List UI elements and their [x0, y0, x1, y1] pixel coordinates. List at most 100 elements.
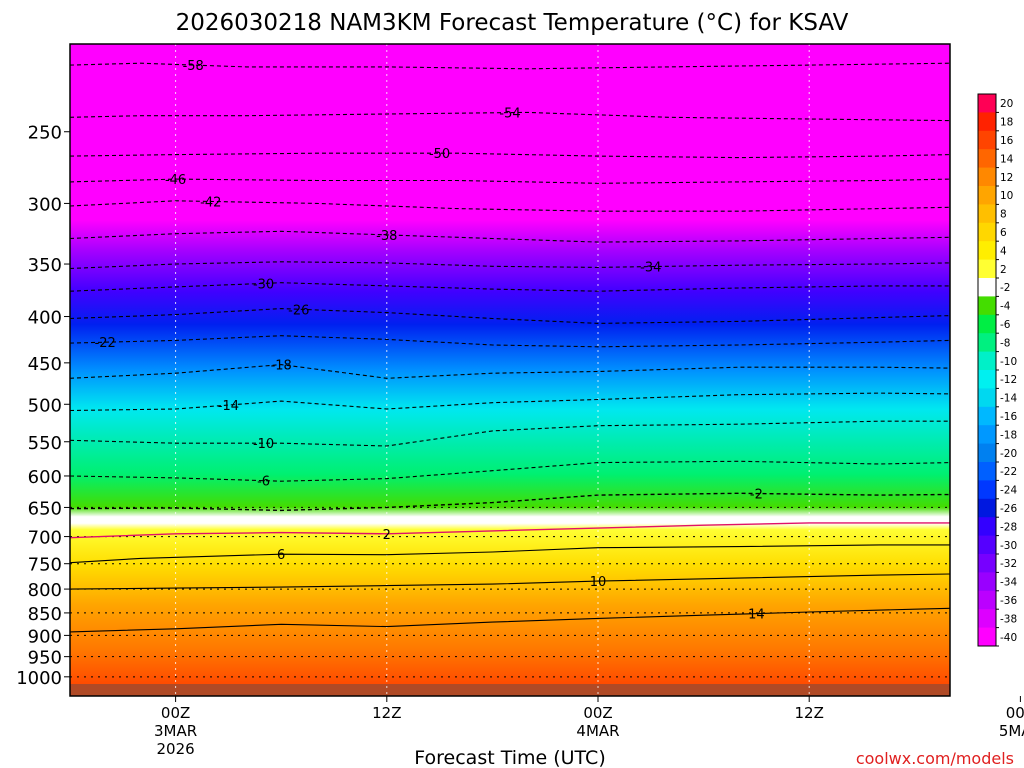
contour-label: -42	[200, 195, 221, 210]
y-tick-label: 500	[28, 395, 62, 416]
x-axis-label: Forecast Time (UTC)	[414, 747, 605, 768]
colorbar-label: 16	[1000, 135, 1014, 147]
y-tick-label: 250	[28, 123, 62, 144]
x-tick-label: 00Z	[161, 704, 190, 722]
colorbar-label: -24	[1000, 485, 1017, 497]
contour-label: -30	[253, 277, 274, 292]
colorbar-label: -40	[1000, 632, 1017, 644]
temperature-field	[70, 44, 950, 696]
colorbar-swatch	[978, 296, 996, 316]
contour-label: -6	[257, 475, 270, 490]
colorbar-swatch	[978, 130, 996, 150]
contour-line	[70, 392, 950, 412]
x-tick-label: 5MAR	[999, 722, 1024, 740]
colorbar-swatch	[978, 314, 996, 334]
contour-label: -26	[288, 303, 309, 318]
colorbar-swatch	[978, 351, 996, 371]
y-tick-label: 950	[28, 648, 62, 669]
y-tick-label: 600	[28, 467, 62, 488]
colorbar-swatch	[978, 498, 996, 518]
y-tick-label: 800	[28, 580, 62, 601]
colorbar-label: -18	[1000, 429, 1017, 441]
colorbar-swatch	[978, 462, 996, 481]
colorbar-label: 18	[1000, 117, 1013, 129]
contour-label: -50	[429, 147, 450, 162]
contour-line	[70, 62, 950, 70]
contour-line	[70, 573, 950, 590]
contour-line	[70, 308, 950, 324]
colorbar-swatch	[978, 406, 996, 426]
contour-label: 2	[383, 528, 391, 543]
colorbar-label: -38	[1000, 613, 1017, 625]
y-tick-label: 1000	[16, 668, 62, 689]
colorbar-swatch	[978, 241, 996, 261]
colorbar-label: -34	[1000, 577, 1017, 589]
colorbar-swatch	[978, 222, 996, 242]
contour-line	[70, 200, 950, 212]
contour-label: -46	[165, 173, 186, 188]
contour-label: -34	[640, 261, 661, 276]
colorbar-swatch	[978, 388, 996, 408]
contour-label: -22	[95, 336, 116, 351]
x-tick-label: 12Z	[372, 704, 401, 722]
contour-line	[70, 492, 950, 512]
contour-label: -14	[218, 399, 239, 414]
colorbar-swatch	[978, 590, 996, 610]
y-tick-label: 900	[28, 626, 62, 647]
colorbar: 20 18 16 14 12 10 8 6 4 2 -2 -4 -6 -8 -10 -12 -14 -16 -18 -…	[977, 93, 1017, 647]
contour-line	[70, 335, 950, 348]
contour-line	[70, 364, 950, 379]
contour-label: -54	[499, 107, 520, 122]
colorbar-label: -20	[1000, 448, 1017, 460]
plot-frame	[69, 43, 951, 697]
colorbar-label: -36	[1000, 595, 1017, 607]
y-tick-label: 450	[28, 354, 62, 375]
contour-label: -38	[376, 229, 397, 244]
colorbar-label: 14	[1000, 153, 1014, 165]
colorbar-label: -2	[1000, 282, 1010, 294]
x-tick-label: 00Z	[583, 704, 612, 722]
colorbar-label: -14	[1000, 393, 1017, 405]
colorbar-swatch	[978, 480, 996, 500]
contour-label: -2	[750, 488, 763, 503]
colorbar-label: 2	[1000, 264, 1007, 276]
colorbar-label: -26	[1000, 503, 1017, 515]
colorbar-swatch	[978, 259, 996, 279]
contour-line	[70, 230, 950, 243]
contour-line	[70, 607, 950, 633]
colorbar-label: -4	[1000, 301, 1011, 313]
contour-label: 10	[590, 575, 607, 590]
contour-line	[70, 544, 950, 564]
colorbar-swatch	[978, 112, 996, 132]
contour-label: -18	[271, 359, 292, 374]
chart-title: 2026030218 NAM3KM Forecast Temperature (…	[176, 10, 849, 36]
y-tick-label: 300	[28, 194, 62, 215]
contour-line	[70, 261, 950, 270]
y-tick-label: 400	[28, 308, 62, 329]
colorbar-swatch	[978, 94, 996, 113]
colorbar-swatch	[978, 554, 996, 573]
y-tick-label: 700	[28, 528, 62, 549]
colorbar-label: 4	[1000, 245, 1007, 257]
colorbar-label: 8	[1000, 209, 1007, 221]
colorbar-swatch	[978, 333, 996, 353]
colorbar-swatch	[978, 627, 996, 647]
colorbar-swatch	[978, 443, 996, 463]
colorbar-label: -30	[1000, 540, 1017, 552]
contour-line	[70, 178, 950, 184]
colorbar-swatch	[978, 149, 996, 169]
y-tick-label: 650	[28, 498, 62, 519]
colorbar-swatch	[978, 167, 996, 187]
colorbar-swatch	[978, 370, 996, 389]
colorbar-label: 12	[1000, 172, 1013, 184]
colorbar-swatch	[978, 204, 996, 224]
colorbar-label: 6	[1000, 227, 1007, 239]
y-tick-label: 850	[28, 604, 62, 625]
colorbar-swatch	[978, 425, 996, 445]
contour-label: -10	[253, 437, 274, 452]
colorbar-label: -6	[1000, 319, 1011, 331]
colorbar-label: 20	[1000, 98, 1013, 110]
x-tick-label: 3MAR	[154, 722, 197, 740]
x-tick-label: 2026	[157, 740, 195, 758]
